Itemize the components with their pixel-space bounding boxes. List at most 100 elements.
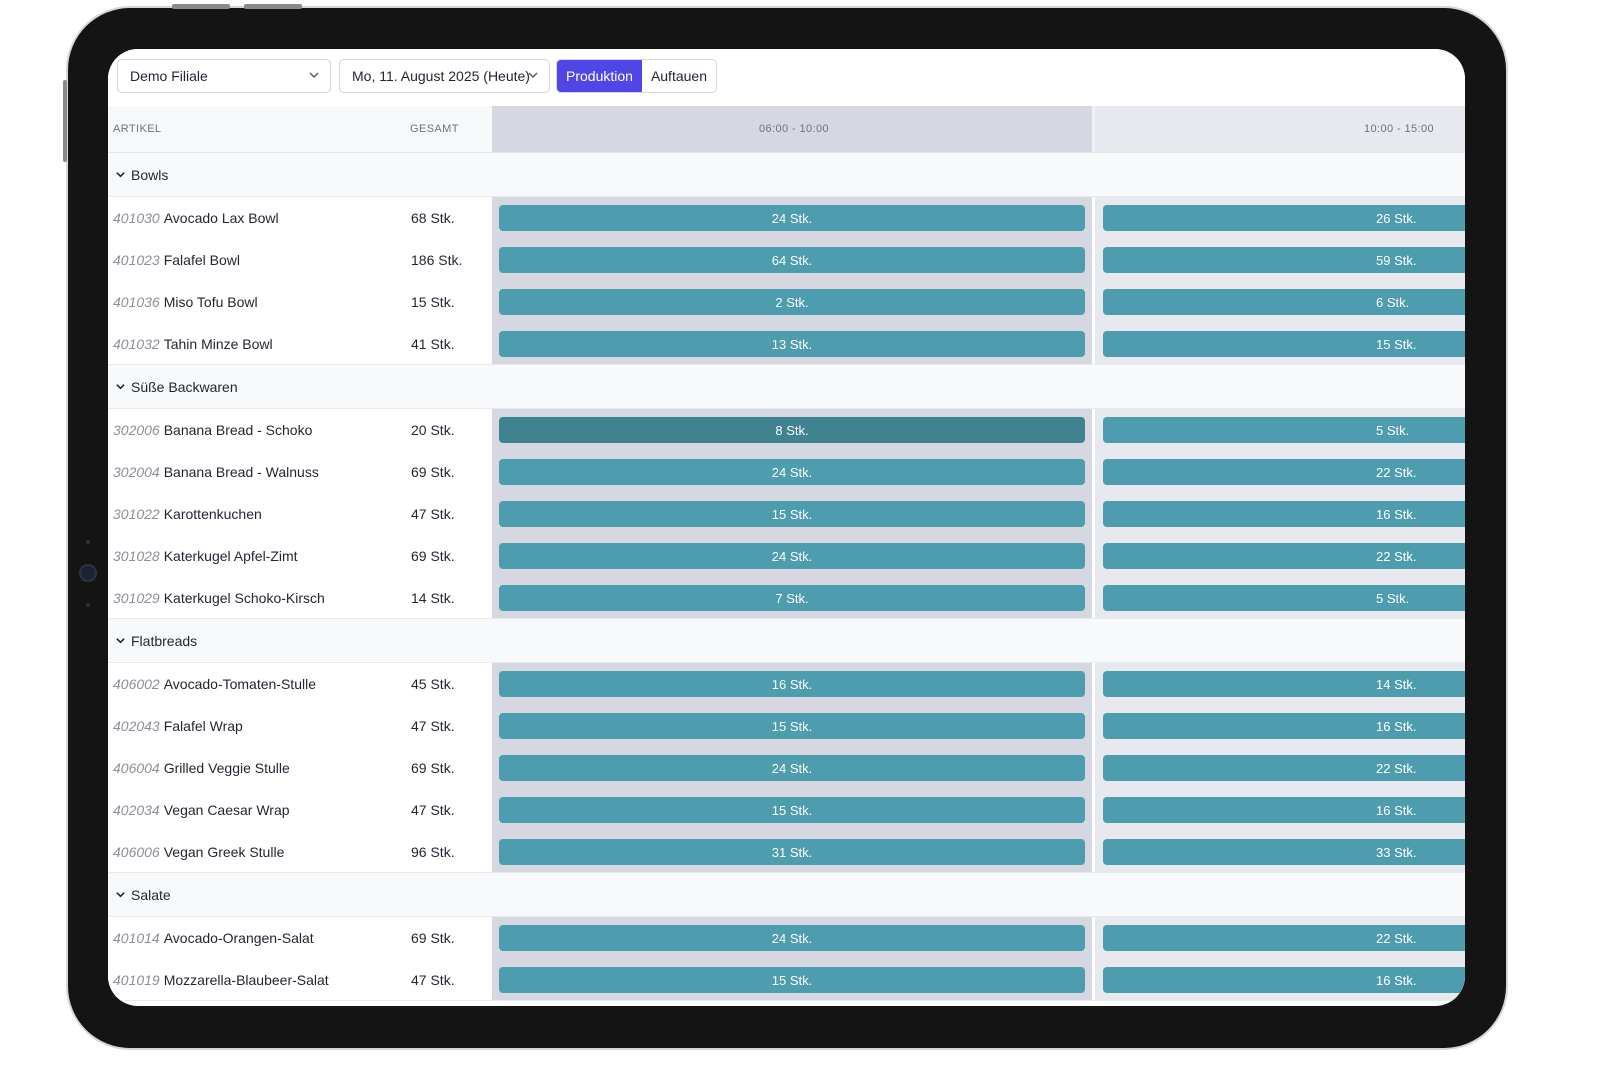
slot2-quantity-bar[interactable]: 59 Stk.: [1103, 247, 1465, 273]
category-row[interactable]: Süße Backwaren: [108, 365, 1465, 409]
article-name: Katerkugel Apfel-Zimt: [163, 548, 298, 564]
article-cell: 402034 Vegan Caesar Wrap: [113, 802, 290, 818]
slot2-quantity-bar[interactable]: 16 Stk.: [1103, 501, 1465, 527]
slot1-quantity-bar[interactable]: 15 Stk.: [499, 797, 1085, 823]
article-name: Falafel Wrap: [163, 718, 243, 734]
chevron-down-icon: [116, 638, 125, 644]
article-cell: 401019 Mozzarella-Blaubeer-Salat: [113, 972, 329, 988]
slot2-quantity-bar[interactable]: 22 Stk.: [1103, 755, 1465, 781]
slot1-quantity-bar[interactable]: 24 Stk.: [499, 925, 1085, 951]
table-row: 401023 Falafel Bowl 186 Stk. 64 Stk. 59 Stk.: [108, 239, 1465, 281]
table-row: 401014 Avocado-Orangen-Salat 69 Stk. 24 Stk…: [108, 917, 1465, 959]
slot2-quantity-bar[interactable]: 14 Stk.: [1103, 671, 1465, 697]
slot2-quantity-bar[interactable]: 33 Stk.: [1103, 839, 1465, 865]
slot2-quantity-bar[interactable]: 6 Stk.: [1103, 289, 1465, 315]
category-name: Flatbreads: [131, 633, 198, 649]
article-name: Avocado-Orangen-Salat: [163, 930, 314, 946]
article-name: Banana Bread - Walnuss: [163, 464, 319, 480]
camera: [79, 564, 97, 582]
category-row[interactable]: Salate: [108, 873, 1465, 917]
article-code: 302006: [113, 422, 160, 438]
slot1-quantity-bar[interactable]: 16 Stk.: [499, 671, 1085, 697]
total-cell: 47 Stk.: [411, 718, 455, 734]
article-cell: 302004 Banana Bread - Walnuss: [113, 464, 319, 480]
article-cell: 301022 Karottenkuchen: [113, 506, 262, 522]
slot2-quantity-bar[interactable]: 22 Stk.: [1103, 459, 1465, 485]
article-name: Vegan Caesar Wrap: [163, 802, 290, 818]
article-cell: 301028 Katerkugel Apfel-Zimt: [113, 548, 298, 564]
slot1-quantity-bar[interactable]: 24 Stk.: [499, 459, 1085, 485]
slot2-quantity-bar[interactable]: 15 Stk.: [1103, 331, 1465, 357]
slot1-quantity-bar[interactable]: 7 Stk.: [499, 585, 1085, 611]
slot1-quantity-bar[interactable]: 64 Stk.: [499, 247, 1085, 273]
total-cell: 20 Stk.: [411, 422, 455, 438]
slot1-quantity-bar[interactable]: 15 Stk.: [499, 501, 1085, 527]
column-header-total[interactable]: GESAMT: [410, 123, 459, 135]
article-code: 401014: [113, 930, 160, 946]
slot1-quantity-bar[interactable]: 24 Stk.: [499, 755, 1085, 781]
table-row: 401032 Tahin Minze Bowl 41 Stk. 13 Stk. 15 S…: [108, 323, 1465, 365]
table-row: 301022 Karottenkuchen 47 Stk. 15 Stk. 16 Stk…: [108, 493, 1465, 535]
tab-produktion[interactable]: Produktion: [557, 60, 642, 92]
article-code: 406002: [113, 676, 160, 692]
article-code: 302004: [113, 464, 160, 480]
slot1-quantity-bar[interactable]: 13 Stk.: [499, 331, 1085, 357]
slot2-quantity-bar[interactable]: 5 Stk.: [1103, 417, 1465, 443]
slot2-quantity-bar[interactable]: 16 Stk.: [1103, 713, 1465, 739]
article-cell: 401014 Avocado-Orangen-Salat: [113, 930, 314, 946]
tab-auftauen[interactable]: Auftauen: [641, 60, 716, 92]
column-header-slot1: 06:00 - 10:00: [759, 123, 830, 135]
slot1-quantity-bar[interactable]: 15 Stk.: [499, 713, 1085, 739]
slot1-quantity-bar[interactable]: 2 Stk.: [499, 289, 1085, 315]
production-table: ARTIKEL GESAMT 06:00 - 10:00 10:00 - 15:…: [108, 106, 1465, 1001]
slot1-quantity-bar[interactable]: 8 Stk.: [499, 417, 1085, 443]
total-cell: 14 Stk.: [411, 590, 455, 606]
branch-select[interactable]: Demo Filiale: [117, 59, 331, 93]
column-header-slot2: 10:00 - 15:00: [1364, 123, 1435, 135]
slot2-column-bg: [1095, 106, 1465, 152]
slot1-quantity-bar[interactable]: 24 Stk.: [499, 543, 1085, 569]
slot2-quantity-bar[interactable]: 5 Stk.: [1103, 585, 1465, 611]
chevron-down-icon: [116, 172, 125, 178]
chevron-down-icon: [116, 384, 125, 390]
column-header-article[interactable]: ARTIKEL: [113, 123, 162, 135]
article-name: Avocado Lax Bowl: [163, 210, 279, 226]
table-row: 401019 Mozzarella-Blaubeer-Salat 47 Stk. 15…: [108, 959, 1465, 1001]
article-code: 406004: [113, 760, 160, 776]
total-cell: 69 Stk.: [411, 548, 455, 564]
slot2-quantity-bar[interactable]: 22 Stk.: [1103, 925, 1465, 951]
article-code: 301028: [113, 548, 160, 564]
slot2-quantity-bar[interactable]: 22 Stk.: [1103, 543, 1465, 569]
table-row: 402034 Vegan Caesar Wrap 47 Stk. 15 Stk. 16 …: [108, 789, 1465, 831]
article-name: Miso Tofu Bowl: [163, 294, 258, 310]
article-name: Avocado-Tomaten-Stulle: [163, 676, 316, 692]
table-row: 301029 Katerkugel Schoko-Kirsch 14 Stk. 7 S…: [108, 577, 1465, 619]
volume-button: [244, 4, 302, 9]
toolbar: Demo Filiale Mo, 11. August 2025 (Heute)…: [108, 49, 1465, 106]
table-row: 301028 Katerkugel Apfel-Zimt 69 Stk. 24 Stk…: [108, 535, 1465, 577]
total-cell: 47 Stk.: [411, 972, 455, 988]
article-code: 301022: [113, 506, 160, 522]
article-cell: 402043 Falafel Wrap: [113, 718, 243, 734]
slot2-quantity-bar[interactable]: 16 Stk.: [1103, 797, 1465, 823]
slot2-quantity-bar[interactable]: 16 Stk.: [1103, 967, 1465, 993]
article-code: 401030: [113, 210, 160, 226]
sensor-dot: [86, 540, 90, 544]
slot1-quantity-bar[interactable]: 15 Stk.: [499, 967, 1085, 993]
category-name: Süße Backwaren: [131, 379, 238, 395]
slot1-column-bg: [492, 106, 1092, 152]
branch-select-value: Demo Filiale: [130, 68, 208, 84]
article-name: Karottenkuchen: [163, 506, 262, 522]
column-separator: [1092, 106, 1095, 152]
category-row[interactable]: Flatbreads: [108, 619, 1465, 663]
slot1-quantity-bar[interactable]: 24 Stk.: [499, 205, 1085, 231]
article-cell: 401023 Falafel Bowl: [113, 252, 240, 268]
article-cell: 406002 Avocado-Tomaten-Stulle: [113, 676, 316, 692]
slot1-quantity-bar[interactable]: 31 Stk.: [499, 839, 1085, 865]
article-name: Grilled Veggie Stulle: [163, 760, 290, 776]
total-cell: 69 Stk.: [411, 760, 455, 776]
slot2-quantity-bar[interactable]: 26 Stk.: [1103, 205, 1465, 231]
category-row[interactable]: Bowls: [108, 153, 1465, 197]
date-select[interactable]: Mo, 11. August 2025 (Heute): [339, 59, 550, 93]
total-cell: 186 Stk.: [411, 252, 463, 268]
